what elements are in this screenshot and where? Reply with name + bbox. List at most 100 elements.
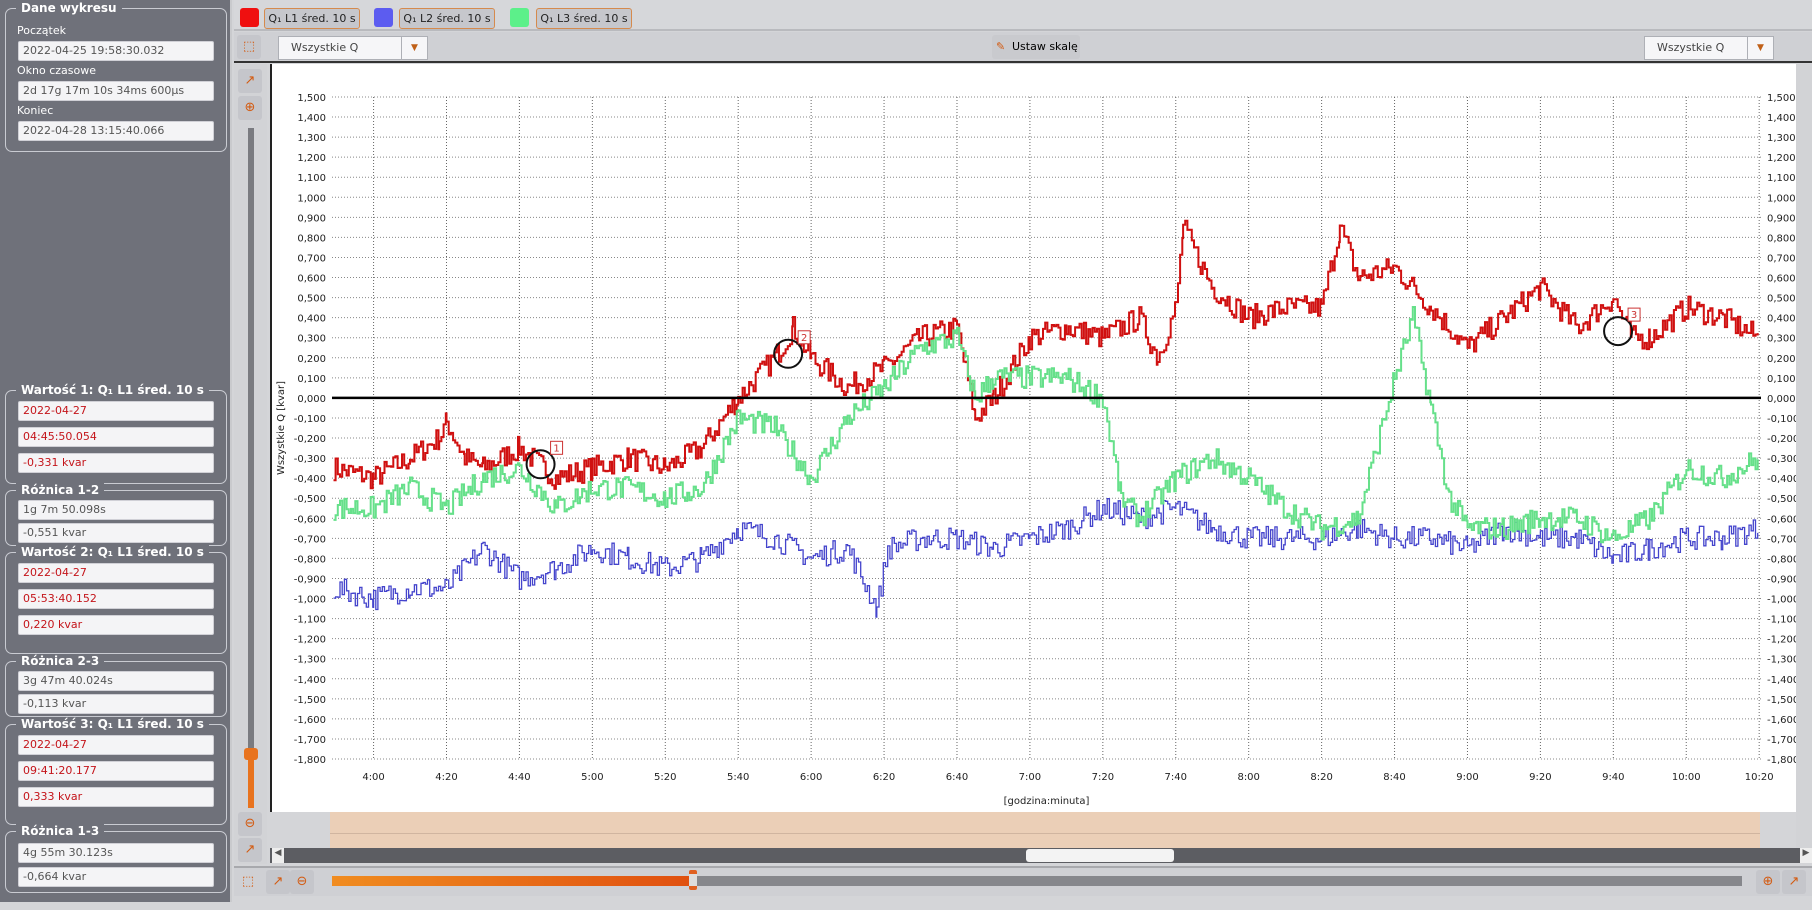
end-field[interactable]: 2022-04-28 13:15:40.066 — [18, 121, 214, 141]
y-tick-label-right: 0,400 — [1767, 314, 1796, 325]
chevron-down-icon[interactable]: ▼ — [1747, 37, 1773, 59]
x-axis-label: [godzina:minuta] — [1004, 796, 1090, 807]
cursor-marker-box — [1627, 307, 1641, 322]
y-tick-label: -0,200 — [294, 434, 326, 445]
bottom-time-zoom-bar: ⬚ ↗ ⊖ ⊕ ↗ — [234, 866, 1812, 896]
y-tick-label-right: 0,600 — [1767, 274, 1796, 285]
select-region-icon[interactable]: ⬚ — [241, 874, 255, 889]
x-tick-label: 10:20 — [1745, 772, 1774, 783]
y-tick-label: -1,600 — [294, 715, 326, 726]
window-field[interactable]: 2d 17g 17m 10s 34ms 600µs — [18, 81, 214, 101]
y-tick-label-right: -0,500 — [1767, 494, 1798, 505]
y-tick-label: -1,000 — [294, 595, 326, 606]
chart-data-group: Dane wykresu Początek 2022-04-25 19:58:3… — [5, 1, 227, 152]
diff12-group: Różnica 1-2 1g 7m 50.098s -0,551 kvar — [5, 483, 227, 546]
y-tick-label: 1,500 — [297, 93, 326, 104]
export-icon[interactable]: ↗ — [238, 69, 262, 93]
diff12-time[interactable]: 1g 7m 50.098s — [18, 500, 214, 520]
vertical-zoom-track[interactable] — [248, 128, 254, 808]
x-tick-label: 8:00 — [1237, 772, 1259, 783]
chart-area[interactable]: 1,500 1,500 1,400 1,400 1,300 1,300 1,200 1,200… — [270, 64, 1799, 812]
scroll-left-arrow[interactable]: ◀ — [272, 848, 284, 863]
zoom-out-icon[interactable]: ⊖ — [238, 812, 262, 836]
y-tick-label-right: 0,200 — [1767, 354, 1796, 365]
y-tick-label: -1,800 — [294, 755, 326, 766]
x-tick-label: 8:40 — [1383, 772, 1405, 783]
y-tick-label-right: -1,100 — [1767, 615, 1798, 626]
select-region-icon[interactable]: ⬚ — [237, 35, 261, 59]
value2-time[interactable]: 05:53:40.152 — [18, 589, 214, 609]
x-tick-label: 6:20 — [873, 772, 895, 783]
cursor-marker-label: 1 — [553, 443, 559, 454]
diff23-value[interactable]: -0,113 kvar — [18, 694, 214, 714]
y-tick-label: 0,900 — [297, 213, 326, 224]
y-tick-label: -0,600 — [294, 514, 326, 525]
x-tick-label: 4:40 — [508, 772, 530, 783]
series3-legend-button[interactable]: Q₁ L3 śred. 10 s — [536, 8, 632, 29]
export-icon[interactable]: ↗ — [266, 870, 290, 894]
zoom-in-icon[interactable]: ⊕ — [238, 96, 262, 120]
x-tick-label: 6:00 — [800, 772, 822, 783]
group-title: Różnica 1-2 — [16, 483, 105, 497]
cursor-marker-circle — [1603, 316, 1634, 347]
zoom-out-icon[interactable]: ⊖ — [290, 870, 314, 894]
horizontal-scrollbar[interactable]: ◀ ▶ — [270, 848, 1812, 863]
diff13-value[interactable]: -0,664 kvar — [18, 867, 214, 887]
line-chart[interactable]: 1,500 1,500 1,400 1,400 1,300 1,300 1,200 1,200… — [272, 64, 1799, 812]
y-tick-label-right: 1,200 — [1767, 153, 1796, 164]
x-tick-label: 4:20 — [435, 772, 457, 783]
y-tick-label: 1,300 — [297, 133, 326, 144]
series1-legend-button[interactable]: Q₁ L1 śred. 10 s — [264, 8, 360, 29]
y-tick-label-right: -1,600 — [1767, 715, 1798, 726]
x-tick-label: 5:40 — [727, 772, 749, 783]
start-field[interactable]: 2022-04-25 19:58:30.032 — [18, 41, 214, 61]
diff13-group: Różnica 1-3 4g 55m 30.123s -0,664 kvar — [5, 824, 227, 893]
y-tick-label: 0,400 — [297, 314, 326, 325]
chart-toolbar: ⬚ Wszystkie Q ▼ ✎ Ustaw skalę Wszystkie … — [234, 32, 1812, 63]
value1-time[interactable]: 04:45:50.054 — [18, 427, 214, 447]
export-icon[interactable]: ↗ — [238, 838, 262, 862]
y-tick-label-right: 1,500 — [1767, 93, 1796, 104]
overview-strip[interactable] — [330, 812, 1760, 848]
y-tick-label-right: -0,700 — [1767, 534, 1798, 545]
y-tick-label-right: -0,200 — [1767, 434, 1798, 445]
scroll-thumb[interactable] — [1026, 849, 1174, 862]
value1-value[interactable]: -0,331 kvar — [18, 453, 214, 473]
group-title: Różnica 1-3 — [16, 824, 105, 838]
chevron-down-icon[interactable]: ▼ — [401, 37, 427, 59]
series2-legend-button[interactable]: Q₁ L2 śred. 10 s — [399, 8, 495, 29]
left-axis-select[interactable]: Wszystkie Q ▼ — [278, 36, 428, 60]
scroll-right-arrow[interactable]: ▶ — [1800, 848, 1812, 863]
series3-color-swatch[interactable] — [510, 8, 529, 27]
series1-color-swatch[interactable] — [240, 8, 259, 27]
zoom-in-icon[interactable]: ⊕ — [1756, 870, 1780, 894]
value3-date[interactable]: 2022-04-27 — [18, 735, 214, 755]
right-axis-select[interactable]: Wszystkie Q ▼ — [1644, 36, 1774, 60]
diff13-time[interactable]: 4g 55m 30.123s — [18, 843, 214, 863]
value1-date[interactable]: 2022-04-27 — [18, 401, 214, 421]
y-tick-label-right: -0,400 — [1767, 474, 1798, 485]
series-line-1 — [333, 219, 1759, 490]
diff12-value[interactable]: -0,551 kvar — [18, 523, 214, 543]
series2-color-swatch[interactable] — [374, 8, 393, 27]
export-icon[interactable]: ↗ — [1782, 870, 1806, 894]
y-tick-label: 0,200 — [297, 354, 326, 365]
time-zoom-handle[interactable] — [688, 870, 697, 890]
y-tick-label-right: 0,100 — [1767, 374, 1796, 385]
vertical-zoom-handle[interactable] — [244, 748, 258, 760]
set-scale-button[interactable]: ✎ Ustaw skalę — [992, 35, 1080, 59]
diff23-time[interactable]: 3g 47m 40.024s — [18, 671, 214, 691]
x-tick-label: 4:00 — [362, 772, 384, 783]
right-scrollbar[interactable] — [1796, 64, 1812, 848]
y-tick-label-right: -0,800 — [1767, 554, 1798, 565]
value2-value[interactable]: 0,220 kvar — [18, 615, 214, 635]
x-tick-label: 5:00 — [581, 772, 603, 783]
vertical-zoom-fill — [248, 754, 254, 808]
value3-value[interactable]: 0,333 kvar — [18, 787, 214, 807]
time-zoom-track[interactable] — [332, 870, 1742, 890]
series-legend-bar: Q₁ L1 śred. 10 s Q₁ L2 śred. 10 s Q₁ L3 … — [234, 0, 1812, 31]
value2-date[interactable]: 2022-04-27 — [18, 563, 214, 583]
y-tick-label: 0,100 — [297, 374, 326, 385]
value3-time[interactable]: 09:41:20.177 — [18, 761, 214, 781]
y-tick-label: -1,300 — [294, 655, 326, 666]
